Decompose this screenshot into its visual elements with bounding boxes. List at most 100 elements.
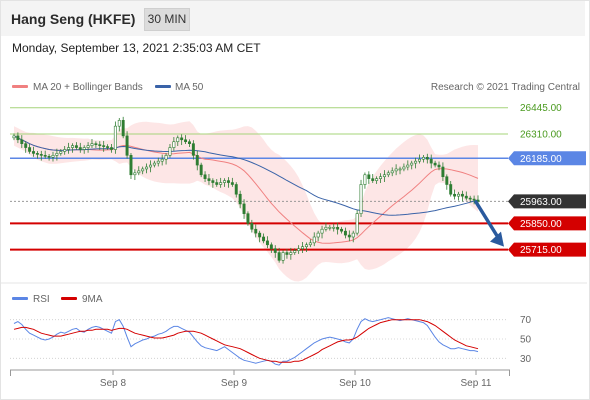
candle-body: [63, 149, 67, 152]
candle-body: [375, 178, 379, 181]
candle-body: [464, 195, 468, 199]
moving-averages: [13, 135, 479, 244]
candle-body: [453, 193, 457, 197]
level-label-25715.00: 25715.00: [520, 245, 562, 256]
x-tick-label-Sep-11: Sep 11: [461, 378, 492, 389]
candle-body: [230, 182, 234, 185]
forecast-arrow-icon: [474, 200, 504, 247]
ma50-line: [13, 135, 479, 216]
candle-body: [121, 120, 125, 137]
candle-body: [355, 213, 359, 234]
candle-body: [320, 228, 324, 234]
candle-body: [168, 147, 172, 156]
candle-body: [55, 153, 59, 156]
rsi-line: [13, 317, 479, 366]
rsi-panel: 70 50 30: [10, 315, 532, 366]
candle-body: [258, 232, 262, 238]
candle-body: [308, 242, 312, 246]
level-label-25963.00: 25963.00: [520, 197, 562, 208]
candle-body: [250, 223, 254, 230]
candle-body: [141, 168, 145, 172]
level-tag-26185.00: [508, 151, 586, 166]
x-tick-label-Sep-8: Sep 8: [100, 378, 127, 389]
candle-body: [262, 236, 266, 242]
candle-body: [246, 213, 250, 224]
candle-body: [386, 172, 390, 176]
candle-body: [160, 158, 164, 162]
candle-body: [28, 147, 32, 152]
candle-body: [219, 182, 223, 185]
candle-body: [78, 147, 82, 150]
candle-body: [425, 156, 429, 160]
candle-body: [301, 246, 305, 249]
candle-body: [449, 184, 453, 195]
candle-body: [347, 234, 351, 238]
ma50-legend-label: MA 50: [175, 82, 204, 93]
candle-body: [86, 145, 90, 148]
candle-body: [343, 230, 347, 236]
candle-body: [176, 137, 180, 143]
candle-body: [106, 146, 110, 148]
rsi-ma-legend-swatch: [61, 297, 77, 300]
candle-body: [285, 252, 289, 255]
research-credit: Research © 2021 Trading Central: [431, 82, 580, 93]
candle-body: [43, 155, 47, 157]
rsi-legend-label: RSI: [33, 294, 50, 305]
level-tag-25963.00: [508, 194, 586, 209]
candle-body: [421, 156, 425, 160]
candle-body: [414, 160, 418, 164]
candle-body: [94, 143, 98, 145]
candle-body: [269, 244, 273, 249]
candle-body: [32, 151, 35, 154]
candle-body: [195, 155, 199, 166]
x-tick-label-Sep-10: Sep 10: [339, 378, 371, 389]
instrument-title: Hang Seng (HKFE): [11, 11, 136, 27]
candle-body: [24, 143, 28, 148]
candle-body: [336, 226, 340, 230]
candle-body: [152, 162, 156, 166]
candle-body: [187, 141, 191, 144]
candle-body: [351, 232, 355, 238]
candle-body: [110, 147, 113, 150]
candle-body: [293, 250, 297, 253]
candle-body: [297, 248, 301, 251]
candle-body: [402, 166, 406, 170]
candle-body: [312, 236, 316, 244]
candle-body: [223, 180, 227, 183]
level-label-26445.00: 26445.00: [520, 103, 562, 114]
candle-body: [242, 203, 246, 214]
rsi-ma-line: [13, 319, 479, 363]
candle-body: [363, 174, 367, 185]
candle-body: [359, 184, 363, 214]
chart-header: Hang Seng (HKFE) 30 MIN: [1, 1, 585, 36]
candle-body: [215, 182, 219, 185]
candle-body: [39, 154, 43, 156]
candle-body: [437, 164, 441, 168]
candle-body: [145, 166, 149, 170]
level-label-26185.00: 26185.00: [520, 154, 562, 165]
candle-body: [180, 137, 184, 141]
candle-body: [273, 248, 277, 253]
candle-body: [394, 168, 398, 172]
candle-body: [281, 252, 285, 261]
candle-body: [398, 168, 402, 171]
level-tag-25850.00: [508, 216, 586, 231]
candle-body: [460, 193, 464, 197]
candle-body: [390, 170, 394, 174]
candle-body: [172, 141, 176, 148]
timeframe-button[interactable]: 30 MIN: [144, 8, 190, 31]
candle-body: [35, 153, 39, 155]
candle-body: [71, 145, 74, 148]
candle-body: [16, 135, 20, 141]
candle-body: [207, 178, 211, 181]
ma20-legend-swatch: [12, 85, 28, 88]
candle-body: [328, 226, 332, 229]
candle-body: [164, 155, 168, 160]
candle-body: [20, 139, 24, 144]
candle-body: [59, 151, 63, 154]
forecast-arrow-head: [490, 231, 504, 247]
candle-body: [125, 135, 129, 156]
candle-body: [238, 193, 242, 205]
candlesticks: [12, 116, 480, 264]
